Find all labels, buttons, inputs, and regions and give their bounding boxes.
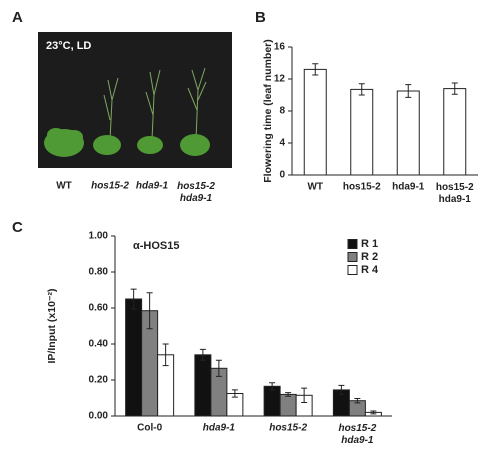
y-tick-label: 12	[274, 74, 286, 85]
x-tick-label: WT	[307, 182, 323, 193]
error-bar	[231, 389, 238, 398]
legend-label: R 4	[361, 264, 379, 276]
bar	[396, 90, 420, 176]
bar	[350, 88, 374, 176]
bar	[279, 393, 297, 417]
plant-label: hos15-2 hda9-1	[177, 181, 215, 204]
y-tick-label: 0.80	[89, 267, 109, 278]
plant-stems	[103, 67, 207, 141]
y-tick-label: 0.00	[89, 411, 109, 422]
bar	[303, 68, 327, 176]
error-bar	[130, 288, 137, 310]
error-bar	[162, 343, 169, 367]
error-bar	[338, 384, 345, 395]
error-bar	[146, 292, 153, 330]
x-tick-label: hda9-1	[203, 423, 236, 434]
x-tick-label: hos15-2 hda9-1	[338, 423, 376, 446]
panel-label: C	[12, 219, 23, 236]
annotation: α-HOS15	[133, 240, 180, 252]
x-tick-label: hos15-2 hda9-1	[436, 182, 474, 205]
legend-swatch	[347, 265, 358, 275]
error-bar	[405, 84, 412, 98]
x-tick-label: Col-0	[137, 423, 162, 434]
legend-swatch	[347, 239, 358, 249]
bar	[125, 298, 143, 417]
rosettes	[44, 128, 210, 157]
y-axis-title: Flowering time (leaf number)	[262, 39, 274, 183]
legend-label: R 1	[361, 238, 378, 250]
y-tick-label: 0.60	[89, 303, 109, 314]
error-bar	[285, 392, 292, 397]
y-tick-label: 0.40	[89, 339, 109, 350]
error-bar	[301, 387, 308, 403]
y-tick-label: 4	[279, 138, 285, 149]
panel-label: B	[255, 9, 266, 26]
error-bar	[358, 83, 365, 96]
y-axis-title: IP/Input (x10⁻²)	[46, 289, 58, 364]
bar	[263, 385, 281, 417]
y-tick-label: 0.20	[89, 375, 109, 386]
x-tick-label: hos15-2	[269, 423, 307, 434]
y-tick-label: 1.00	[89, 231, 109, 242]
error-bar	[269, 382, 276, 391]
error-bar	[451, 82, 458, 95]
y-tick-label: 0	[279, 170, 285, 181]
bar	[443, 88, 467, 176]
panel-label: A	[12, 9, 23, 26]
y-tick-label: 16	[274, 42, 286, 53]
error-bar	[199, 348, 206, 361]
condition: 23°C, LD	[46, 40, 91, 52]
y-tick-label: 8	[279, 106, 285, 117]
legend-swatch	[347, 252, 358, 262]
plant-label: hda9-1	[136, 181, 169, 192]
error-bar	[370, 410, 377, 415]
error-bar	[312, 63, 319, 76]
plant-label: hos15-2	[91, 181, 129, 192]
x-tick-label: hda9-1	[392, 182, 425, 193]
plant-label: WT	[56, 181, 72, 192]
bar	[194, 354, 212, 417]
error-bar	[215, 359, 222, 377]
legend-label: R 2	[361, 251, 378, 263]
x-tick-label: hos15-2	[343, 182, 381, 193]
error-bar	[354, 398, 361, 404]
